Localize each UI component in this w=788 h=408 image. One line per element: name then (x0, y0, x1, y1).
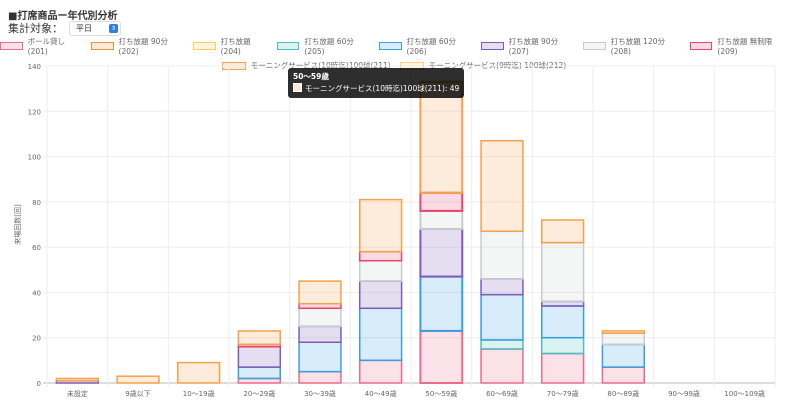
legend-swatch (276, 42, 300, 50)
bar-segment (298, 307, 342, 328)
y-tick-label: 60 (32, 244, 41, 252)
bar-segment (237, 330, 282, 346)
x-tick-label: 20〜29歳 (243, 389, 275, 398)
target-select[interactable]: 平日 ⇕ (69, 20, 121, 36)
legend-item[interactable]: 打ち放題 90分(202) (90, 36, 184, 56)
x-tick-label: 30〜39歳 (304, 389, 336, 398)
bar-segment (298, 280, 342, 305)
y-axis-label: 来場回数[回] (13, 204, 22, 245)
legend-label: 打ち放題 60分(205) (304, 37, 354, 56)
y-tick-label: 0 (37, 380, 41, 388)
legend-label: 打ち放題 無制限(209) (717, 37, 773, 56)
select-arrow-icon: ⇕ (109, 23, 118, 33)
x-tick-label: 100〜109歳 (724, 389, 765, 398)
bar-segment (601, 343, 646, 368)
bar-segment (419, 191, 464, 212)
legend-label: 打ち放題 60分(206) (406, 37, 456, 56)
bar-segment (480, 278, 524, 296)
legend-swatch (0, 42, 23, 50)
legend-item[interactable]: 打ち放題 120分(208) (583, 36, 681, 56)
bar-segment (298, 325, 342, 343)
bar-segment (116, 375, 160, 384)
bar-segment (358, 198, 403, 253)
bar-segment (176, 361, 221, 384)
bar-segment (540, 305, 585, 339)
legend-label: 打ち放題(204) (220, 37, 251, 56)
legend-label: 打ち放題 90分(207) (508, 37, 559, 56)
bar-segment (480, 348, 524, 384)
filter-label: 集計対象： (8, 22, 63, 35)
x-tick-label: 9歳以下 (125, 389, 150, 398)
x-tick-label: 40〜49歳 (365, 389, 397, 398)
bar-segment (358, 280, 403, 310)
y-tick-label: 80 (32, 199, 41, 207)
y-tick-label: 20 (32, 335, 41, 343)
x-tick-label: 80〜89歳 (607, 389, 639, 398)
x-tick-label: 未設定 (67, 389, 88, 398)
target-select-value: 平日 (76, 23, 92, 33)
x-tick-label: 70〜79歳 (547, 389, 579, 398)
legend-swatch (192, 42, 216, 50)
bar-segment (419, 80, 464, 194)
legend-swatch (583, 42, 606, 50)
x-tick-label: 90〜99歳 (668, 389, 700, 398)
legend-item[interactable]: 打ち放題(204) (192, 36, 268, 56)
bar-segment (540, 219, 585, 244)
bar-segment (237, 346, 282, 368)
legend-label: 打ち放題 120分(208) (610, 37, 665, 56)
x-tick-label: 50〜59歳 (425, 389, 457, 398)
legend-label: 打ち放題 90分(202) (118, 37, 168, 56)
bar-segment (55, 377, 100, 382)
tooltip-title: 50〜59歳 (293, 72, 329, 81)
bar-segment (601, 332, 646, 346)
legend-swatch (378, 42, 402, 50)
bar-segment (419, 228, 464, 278)
bar-segment (298, 341, 342, 373)
bar-segment (358, 307, 403, 362)
x-tick-label: 10〜19歳 (183, 389, 215, 398)
tooltip-label: モーニングサービス(10時迄)100球(211): 49 (305, 84, 460, 93)
bar-segment (601, 330, 646, 334)
chart-tooltip: 50〜59歳 モーニングサービス(10時迄)100球(211): 49 (288, 68, 465, 98)
bar-segment (480, 293, 524, 341)
legend-swatch (480, 42, 504, 50)
bar-segment (298, 370, 342, 384)
bar-segment (419, 209, 464, 231)
page-title: ■打席商品ー年代別分析 (8, 11, 118, 22)
legend-item[interactable]: 打ち放題 60分(206) (378, 36, 472, 56)
bar-segment (419, 275, 464, 332)
bar-segment (480, 230, 524, 280)
x-tick-label: 60〜69歳 (486, 389, 518, 398)
legend-swatch (90, 42, 114, 50)
bar-segment (358, 259, 403, 282)
bar-segment (601, 366, 646, 384)
y-tick-label: 140 (28, 63, 41, 71)
legend-swatch (689, 42, 713, 50)
legend-item[interactable]: 打ち放題 無制限(209) (689, 36, 788, 56)
legend-item[interactable]: ボール貸し(201) (0, 36, 82, 56)
bar-segment (540, 241, 585, 303)
bar-segment (480, 339, 524, 350)
bar-segment (480, 139, 524, 233)
bar-segment (358, 250, 403, 262)
bar-segment (540, 352, 585, 384)
tooltip-swatch (293, 83, 302, 92)
bar-segment (419, 329, 464, 384)
legend-label: ボール貸し(201) (27, 37, 66, 56)
legend-item[interactable]: 打ち放題 60分(205) (276, 36, 370, 56)
bar-segment (358, 359, 403, 384)
bar-segment (540, 336, 585, 355)
filter-row: 集計対象： 平日 ⇕ (8, 20, 121, 36)
y-tick-label: 40 (32, 289, 41, 297)
y-tick-label: 100 (28, 154, 41, 162)
bar-segment (237, 366, 282, 380)
legend-item[interactable]: 打ち放題 90分(207) (480, 36, 574, 56)
y-tick-label: 120 (28, 108, 41, 116)
